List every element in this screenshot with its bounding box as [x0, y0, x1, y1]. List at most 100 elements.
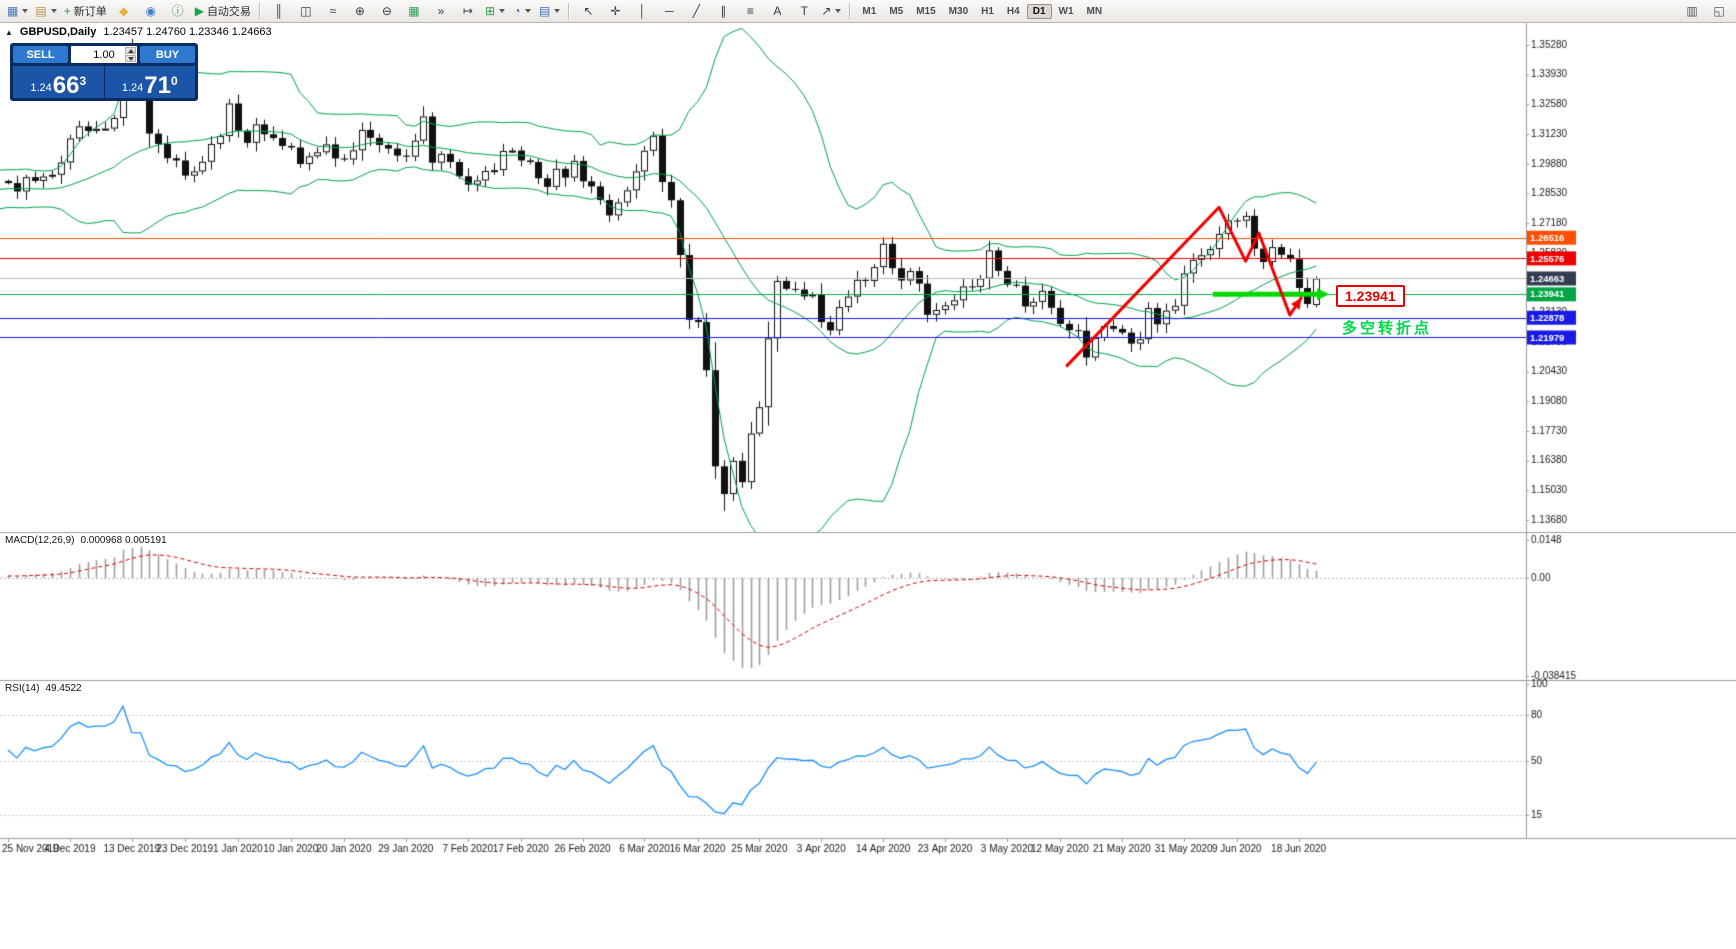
period-w1-button[interactable]: W1	[1058, 5, 1074, 17]
new-chart-dropdown-icon[interactable]	[22, 9, 29, 13]
period-mn-button[interactable]: MN	[1086, 5, 1103, 17]
autotrading-label: 自动交易	[206, 6, 251, 18]
trendline-button[interactable]: ╱	[683, 2, 709, 21]
rsi-indicator-label: RSI(14) 49.4522	[5, 683, 82, 694]
buy-price-sup: 0	[170, 74, 178, 88]
templates-icon: ▤	[539, 4, 551, 18]
line-chart-icon: ≈	[329, 4, 337, 18]
help-icon: ⓘ	[171, 4, 184, 18]
periods-dropdown-icon[interactable]	[524, 9, 531, 13]
text-label-icon: T	[800, 4, 809, 18]
crosshair-button[interactable]: ✛	[602, 2, 628, 21]
chart-shift-button[interactable]: ↦	[455, 2, 481, 21]
zoom-in-icon: ⊕	[354, 4, 365, 18]
autotrading-button[interactable]: ▶ 自动交易	[192, 2, 254, 21]
candlestick-chart-icon: ◫	[300, 4, 312, 18]
sell-price-big: 66	[52, 72, 80, 99]
price-annotation-label[interactable]: 1.23941	[1336, 285, 1405, 307]
zoom-out-icon: ⊖	[381, 4, 392, 18]
channel-icon: ∥	[720, 4, 727, 18]
new-order-button[interactable]: + 新订单	[61, 2, 110, 21]
period-h1-button[interactable]: H1	[981, 5, 994, 17]
templates-dropdown-icon[interactable]	[554, 9, 561, 13]
fibonacci-icon: ≡	[746, 4, 754, 18]
vertical-line-button[interactable]: │	[629, 2, 655, 21]
arrows-button[interactable]: ↗	[818, 2, 844, 21]
chart-title: ▲ GBPUSD,Daily 1.23457 1.24760 1.23346 1…	[5, 26, 272, 38]
spin-up-icon	[127, 48, 134, 53]
auto-scroll-button[interactable]: »	[428, 2, 454, 21]
print-icon: ▥	[1686, 4, 1698, 18]
text-button[interactable]: A	[764, 2, 790, 21]
turning-point-text[interactable]: 多空转折点	[1342, 320, 1433, 337]
new-order-label: 新订单	[73, 6, 107, 18]
indicators-dropdown-icon[interactable]	[499, 9, 505, 13]
help-button[interactable]: ⓘ	[165, 2, 191, 21]
profiles-dropdown-icon[interactable]	[50, 9, 57, 13]
line-chart-button[interactable]: ≈	[320, 2, 346, 21]
new-chart-button[interactable]: ▦	[4, 2, 31, 21]
indicators-icon: ⊞	[484, 4, 495, 18]
fibonacci-button[interactable]: ≡	[737, 2, 763, 21]
new-order-icon: +	[63, 4, 71, 18]
rsi-value: 49.4522	[45, 683, 82, 694]
tile-windows-button[interactable]: ▦	[401, 2, 427, 21]
cursor-button[interactable]: ↖	[575, 2, 601, 21]
bar-chart-icon: ║	[274, 4, 284, 18]
bar-chart-button[interactable]: ║	[266, 2, 292, 21]
community-icon: ◉	[145, 4, 156, 18]
chart-symbol-period: GBPUSD,Daily	[19, 26, 97, 38]
oct-collapse-icon[interactable]: ▲	[5, 27, 13, 37]
chart-ohlc-values: 1.23457 1.24760 1.23346 1.24663	[103, 26, 272, 38]
buy-price-button[interactable]: 1.24 71 0	[104, 66, 195, 99]
period-d1-button[interactable]: D1	[1026, 3, 1052, 19]
volume-down-button[interactable]	[125, 55, 136, 62]
sell-price-prefix: 1.24	[30, 82, 52, 94]
sell-button[interactable]: SELL	[13, 46, 68, 63]
candlestick-chart-button[interactable]: ◫	[293, 2, 319, 21]
macd-name: MACD(12,26,9)	[5, 535, 75, 546]
indicators-button[interactable]: ⊞	[482, 2, 508, 21]
buy-button[interactable]: BUY	[140, 46, 195, 63]
macd-indicator-label: MACD(12,26,9) 0.000968 0.005191	[5, 535, 167, 546]
arrows-icon: ↗	[821, 4, 832, 18]
zoom-in-button[interactable]: ⊕	[347, 2, 373, 21]
trendline-icon: ╱	[692, 4, 700, 18]
periods-button[interactable]: ◔	[509, 2, 535, 21]
channel-button[interactable]: ∥	[710, 2, 736, 21]
sell-price-button[interactable]: 1.24 66 3	[13, 66, 104, 98]
toolbar-separator	[568, 3, 571, 19]
profiles-button[interactable]: ▤	[32, 2, 59, 21]
period-m1-button[interactable]: M1	[862, 5, 877, 17]
community-button[interactable]: ◉	[138, 2, 164, 21]
volume-input[interactable]: 1.00	[71, 46, 137, 63]
horizontal-line-button[interactable]: ─	[656, 2, 682, 21]
text-label-button[interactable]: T	[791, 2, 817, 21]
print-button[interactable]: ▥	[1679, 2, 1705, 21]
arrows-dropdown-icon[interactable]	[835, 9, 842, 13]
volume-up-button[interactable]	[125, 47, 136, 54]
crosshair-icon: ✛	[610, 4, 621, 18]
cursor-icon: ↖	[583, 4, 594, 18]
period-h4-button[interactable]: H4	[1006, 5, 1020, 17]
metaeditor-button[interactable]: ◆	[111, 2, 137, 21]
sell-price-sup: 3	[79, 74, 87, 88]
period-m15-button[interactable]: M15	[916, 5, 936, 17]
macd-values: 0.000968 0.005191	[80, 535, 167, 546]
vertical-line-icon: │	[638, 4, 647, 18]
chart-shift-icon: ↦	[462, 4, 473, 18]
buy-price-big: 71	[144, 72, 171, 99]
period-m30-button[interactable]: M30	[948, 5, 969, 17]
templates-button[interactable]: ▤	[536, 2, 563, 21]
toolbar: ▦ ▤ + 新订单 ◆ ◉ ⓘ ▶ 自动交易 ║ ◫ ≈ ⊕ ⊖ ▦ » ↦ ⊞ ◔ ▤ ↖ ✛ │ ─ ╱ ∥ ≡ A T ↗ M1 M5 M…	[0, 0, 1736, 23]
horizontal-line-icon: ─	[665, 4, 674, 18]
zoom-out-button[interactable]: ⊖	[374, 2, 400, 21]
toolbar-separator	[849, 3, 852, 19]
fullscreen-button[interactable]: ◱	[1706, 2, 1732, 21]
metaeditor-icon: ◆	[119, 4, 129, 18]
one-click-trading-panel: SELL 1.00 BUY 1.24 66 3 1.24 71 0	[10, 43, 198, 101]
period-m5-button[interactable]: M5	[889, 5, 904, 17]
autotrading-icon: ▶	[194, 4, 204, 18]
tile-windows-icon: ▦	[408, 4, 420, 18]
